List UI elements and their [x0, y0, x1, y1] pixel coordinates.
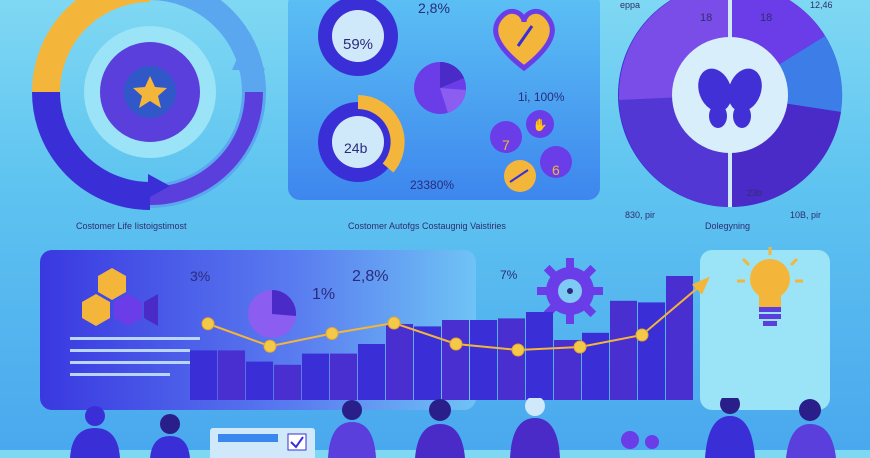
chart-bar	[638, 302, 665, 400]
hand-icon: ✋	[533, 118, 548, 132]
donut-top-right-label: 2,8%	[418, 0, 450, 16]
top-middle-panel: ✋ 59% 2,8% 24b 1Ꭵ, 100% 23380% 7 6	[288, 0, 600, 200]
chart-bar	[358, 344, 385, 400]
chart-point	[263, 339, 277, 353]
chart-bar	[302, 353, 329, 400]
arrow-icon	[509, 169, 529, 183]
donut-inner-label: 23b	[747, 188, 763, 198]
people-group	[70, 398, 836, 458]
top-right-panel: eppa 18 18 12,46 23b 830, pir Dolegyning…	[605, 0, 870, 240]
chart-bar	[274, 364, 301, 400]
donut-bottom-right: 10B, pir	[790, 210, 822, 220]
retention-ring	[32, 0, 266, 210]
chart-point	[635, 328, 649, 342]
donut-cluster: ✋	[318, 0, 572, 192]
text-lines	[70, 337, 200, 376]
middle-caption: Costomer Autofgs Costaugnig Vaistiries	[348, 221, 506, 231]
donut-top-label: 59%	[343, 36, 374, 53]
donut-top-label-1: eppa	[620, 0, 641, 10]
bubble-1: 7	[502, 137, 510, 153]
donut-top-label-4: 12,46	[810, 0, 833, 10]
chart-point	[387, 316, 401, 330]
chart-bar	[442, 320, 469, 400]
chart-bar	[218, 350, 245, 400]
chart-bar	[498, 318, 525, 400]
ring-caption: Costomer Life Iistoigstimost	[76, 221, 187, 231]
pie-icon	[414, 62, 466, 114]
chart-point	[449, 337, 463, 351]
pct-4: 7%	[500, 268, 518, 282]
gear-icon	[537, 258, 603, 324]
top-left-panel: Costomer Life Iistoigstimost	[0, 0, 280, 240]
chart-bar	[246, 361, 273, 400]
chart-point	[511, 343, 525, 357]
chart-bar	[610, 300, 637, 400]
chart-bar	[330, 353, 357, 400]
star-icon	[133, 76, 167, 108]
segment-donut	[618, 0, 843, 208]
bottom-value: 23380%	[410, 178, 455, 192]
donut-bottom-left: 830, pir	[625, 210, 656, 220]
chart-bar	[414, 326, 441, 400]
cycle-arrow-icon	[232, 36, 265, 70]
pct-1: 3%	[190, 268, 211, 284]
side-value: 1Ꭵ, 100%	[518, 90, 565, 104]
chart-point	[201, 317, 215, 331]
pct-2: 1%	[312, 286, 336, 303]
chart-bar	[526, 312, 553, 400]
bubble-2: 6	[552, 162, 560, 178]
donut-top-label-3: 18	[760, 12, 773, 24]
small-pie	[248, 289, 297, 338]
chart-point	[573, 340, 587, 354]
pct-3: 2,8%	[352, 268, 389, 285]
trend-arrow-icon	[692, 276, 710, 295]
growth-chart	[190, 276, 710, 400]
donut-bottom-middle: Dolegyning	[705, 221, 751, 231]
chart-bar	[386, 324, 413, 400]
hexagon-icon	[82, 268, 158, 326]
butterfly-icon	[698, 68, 762, 128]
donut-bottom-label: 24b	[344, 140, 368, 156]
chart-bar	[190, 350, 217, 400]
chart-bar	[470, 320, 497, 400]
donut-top-label-2: 18	[700, 12, 713, 24]
chart-point	[325, 327, 339, 340]
lightbulb-icon	[737, 247, 803, 326]
